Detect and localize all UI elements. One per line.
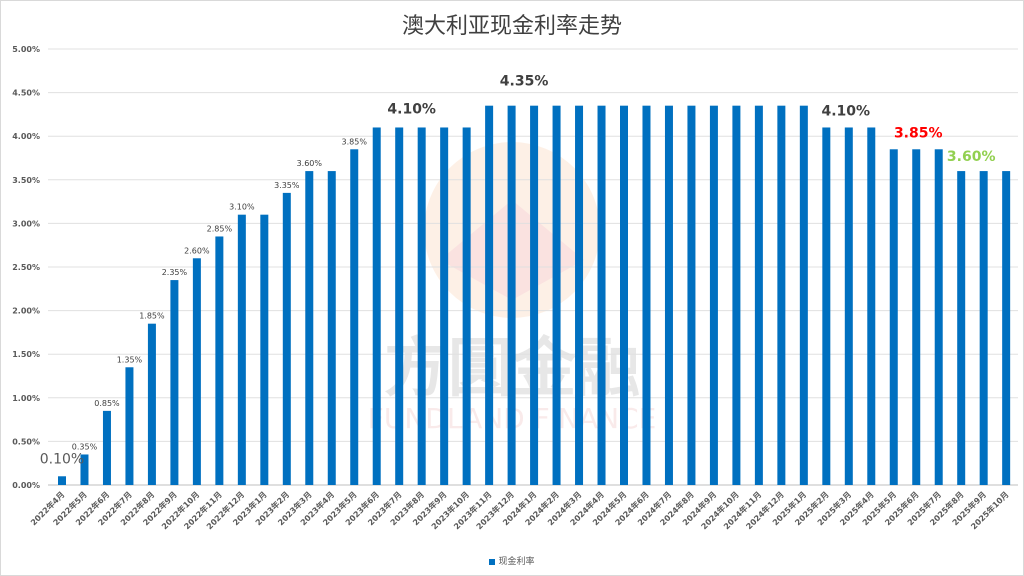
y-tick-label: 3.00% [12, 219, 40, 228]
data-label: 3.85% [342, 137, 368, 146]
bar [889, 149, 898, 485]
bar [575, 105, 584, 486]
bar [1002, 171, 1011, 485]
bar [934, 149, 943, 485]
bar [912, 149, 921, 485]
data-label: 4.35% [500, 74, 549, 90]
bar [462, 127, 471, 485]
bar [80, 454, 89, 485]
bar [260, 214, 269, 485]
bar [102, 410, 111, 485]
bar [732, 105, 741, 486]
bar [440, 127, 449, 485]
bar [372, 127, 381, 485]
bar [777, 105, 786, 486]
bar [305, 171, 314, 485]
y-tick-label: 2.00% [12, 307, 40, 316]
chart-title: 澳大利亚现金利率走势 [401, 14, 622, 39]
y-tick-label: 0.50% [12, 437, 40, 446]
bar [170, 280, 179, 485]
bar [709, 105, 718, 486]
bar [822, 127, 831, 485]
data-label: 1.85% [139, 312, 165, 321]
data-label: 3.85% [894, 125, 943, 141]
y-tick-label: 1.00% [12, 394, 40, 403]
data-label: 2.60% [184, 246, 210, 255]
data-label: 2.35% [162, 268, 188, 277]
bar [620, 105, 628, 486]
legend-swatch [489, 558, 496, 565]
bar [642, 105, 651, 486]
bar [687, 105, 696, 486]
bar [597, 105, 606, 486]
bar [215, 236, 224, 485]
bar [395, 127, 404, 485]
y-tick-label: 4.50% [12, 89, 40, 98]
bar [957, 171, 966, 485]
bar [192, 258, 201, 485]
bar [844, 127, 853, 485]
data-label: 4.10% [387, 101, 436, 117]
bar [237, 214, 246, 485]
bar [507, 105, 516, 486]
bar [485, 105, 494, 486]
bar [754, 105, 763, 486]
y-tick-label: 2.50% [12, 263, 40, 272]
y-tick-label: 4.00% [12, 132, 40, 141]
bar [417, 127, 426, 485]
data-label: 3.10% [229, 203, 255, 212]
bar [147, 323, 156, 485]
bar [530, 105, 539, 486]
data-label: 0.35% [72, 442, 98, 451]
bar [867, 127, 876, 485]
legend: 现金利率 [0, 554, 1024, 567]
bar [58, 476, 66, 485]
data-label: 2.85% [207, 224, 233, 233]
bar [799, 105, 808, 486]
bar [350, 149, 359, 485]
legend-label: 现金利率 [498, 557, 535, 567]
bar [327, 171, 336, 485]
bar [552, 105, 561, 486]
bar [979, 171, 988, 485]
data-label: 1.35% [117, 355, 143, 364]
y-tick-label: 5.00% [12, 45, 40, 54]
y-tick-label: 3.50% [12, 176, 40, 185]
data-label: 4.10% [822, 103, 871, 119]
bar [664, 105, 673, 486]
bar [125, 367, 134, 485]
bar [282, 192, 291, 485]
data-label: 0.10% [40, 451, 84, 467]
y-tick-label: 0.00% [12, 481, 40, 490]
data-label: 3.35% [274, 181, 300, 190]
y-tick-label: 1.50% [12, 350, 40, 359]
data-label: 3.60% [947, 149, 996, 165]
data-label: 0.85% [94, 399, 120, 408]
data-label: 3.60% [297, 159, 323, 168]
